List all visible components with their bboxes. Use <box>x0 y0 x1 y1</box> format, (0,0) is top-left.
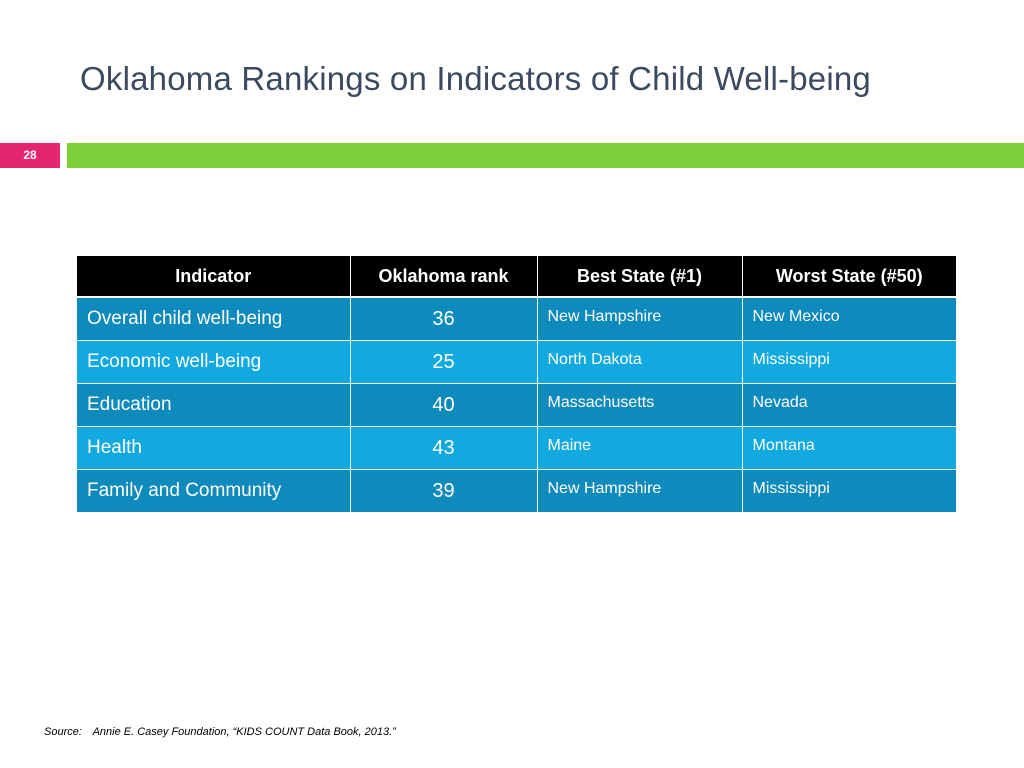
source-text: Annie E. Casey Foundation, “KIDS COUNT D… <box>92 726 396 738</box>
indicator-cell: Education <box>77 383 351 427</box>
accent-bar <box>67 143 1024 168</box>
table-row: Economic well-being 25 North Dakota Miss… <box>77 340 956 384</box>
header-oklahoma-rank: Oklahoma rank <box>350 256 538 298</box>
table-row: Health 43 Maine Montana <box>77 426 956 470</box>
rank-cell: 40 <box>350 383 538 427</box>
best-state-cell: Massachusetts <box>537 383 743 427</box>
page-number: 28 <box>0 143 60 168</box>
indicator-cell: Overall child well-being <box>77 297 351 341</box>
rank-cell: 43 <box>350 426 538 470</box>
worst-state-cell: Nevada <box>742 383 956 427</box>
rankings-table: Indicator Oklahoma rank Best State (#1) … <box>77 256 956 513</box>
indicator-cell: Health <box>77 426 351 470</box>
source-label: Source: <box>44 726 82 738</box>
worst-state-cell: New Mexico <box>742 297 956 341</box>
best-state-cell: Maine <box>537 426 743 470</box>
worst-state-cell: Mississippi <box>742 340 956 384</box>
worst-state-cell: Montana <box>742 426 956 470</box>
table-row: Family and Community 39 New Hampshire Mi… <box>77 469 956 513</box>
table-header-row: Indicator Oklahoma rank Best State (#1) … <box>77 256 956 298</box>
worst-state-cell: Mississippi <box>742 469 956 513</box>
rank-cell: 39 <box>350 469 538 513</box>
rank-cell: 36 <box>350 297 538 341</box>
best-state-cell: New Hampshire <box>537 469 743 513</box>
best-state-cell: New Hampshire <box>537 297 743 341</box>
header-worst-state: Worst State (#50) <box>742 256 956 298</box>
source-citation: Source: Annie E. Casey Foundation, “KIDS… <box>44 726 396 738</box>
indicator-cell: Family and Community <box>77 469 351 513</box>
header-indicator: Indicator <box>77 256 351 298</box>
table-row: Overall child well-being 36 New Hampshir… <box>77 297 956 341</box>
best-state-cell: North Dakota <box>537 340 743 384</box>
rank-cell: 25 <box>350 340 538 384</box>
header-best-state: Best State (#1) <box>537 256 743 298</box>
slide-title: Oklahoma Rankings on Indicators of Child… <box>80 60 871 97</box>
indicator-cell: Economic well-being <box>77 340 351 384</box>
table-row: Education 40 Massachusetts Nevada <box>77 383 956 427</box>
